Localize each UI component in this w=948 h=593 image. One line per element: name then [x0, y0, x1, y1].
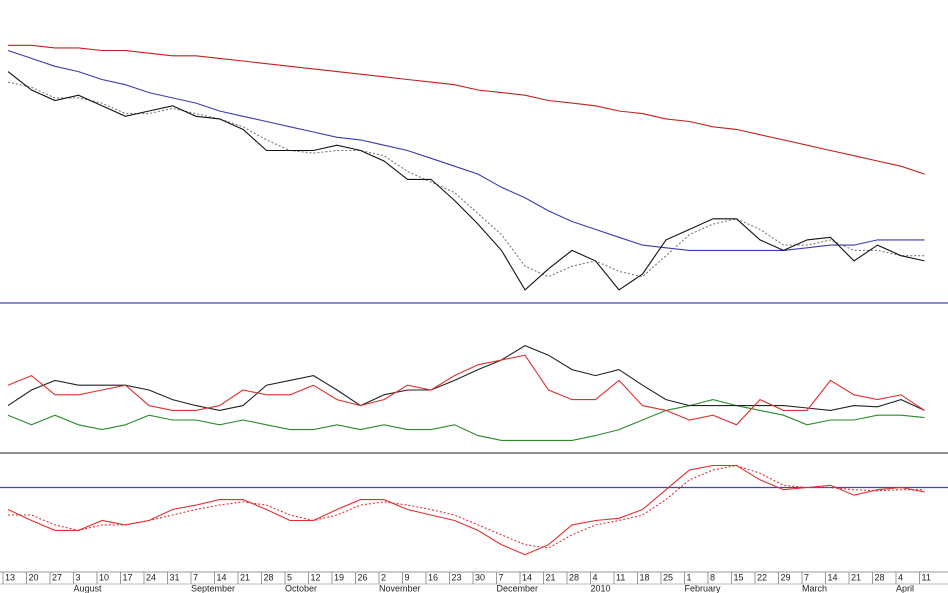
x-tick-label: 24 [146, 572, 156, 582]
x-tick-label: 17 [123, 572, 133, 582]
x-tick-label: 22 [757, 572, 767, 582]
x-tick-label: 21 [851, 572, 861, 582]
month-label: 2010 [591, 583, 611, 593]
month-label: April [896, 583, 914, 593]
month-label: November [379, 583, 421, 593]
x-tick-label: 12 [311, 572, 321, 582]
x-tick-label: 23 [452, 572, 462, 582]
series-line [7, 399, 925, 441]
x-tick-label: 11 [922, 572, 931, 582]
series-line [7, 464, 925, 556]
x-tick-label: 3 [76, 572, 81, 582]
x-tick-label: 18 [640, 572, 650, 582]
x-tick-label: 25 [663, 572, 673, 582]
month-label: September [191, 583, 235, 593]
month-label: August [74, 583, 103, 593]
x-tick-label: 1 [687, 572, 692, 582]
month-label: March [802, 583, 827, 593]
x-tick-label: 2 [381, 572, 386, 582]
x-tick-label: 27 [52, 572, 62, 582]
x-tick-label: 7 [193, 572, 198, 582]
x-tick-label: 9 [405, 572, 410, 582]
x-tick-label: 11 [616, 572, 625, 582]
x-tick-label: 8 [710, 572, 715, 582]
x-tick-label: 31 [170, 572, 180, 582]
series-line [7, 354, 925, 426]
series-line [7, 71, 925, 291]
series-line [7, 344, 925, 411]
x-tick-label: 19 [334, 572, 344, 582]
x-tick-label: 5 [287, 572, 292, 582]
month-label: December [497, 583, 539, 593]
x-tick-label: 21 [546, 572, 556, 582]
x-tick-label: 28 [875, 572, 885, 582]
x-tick-label: 30 [475, 572, 485, 582]
x-tick-label: 7 [499, 572, 504, 582]
x-tick-label: 4 [898, 572, 903, 582]
series-line [8, 464, 925, 549]
x-tick-label: 10 [99, 572, 109, 582]
month-label: February [685, 583, 722, 593]
x-tick-label: 28 [264, 572, 274, 582]
x-tick-label: 16 [428, 572, 438, 582]
x-tick-label: 21 [240, 572, 250, 582]
x-tick-label: 7 [804, 572, 809, 582]
x-tick-label: 20 [29, 572, 39, 582]
x-tick-label: 14 [217, 572, 227, 582]
month-label: October [285, 583, 317, 593]
x-tick-label: 14 [828, 572, 838, 582]
x-tick-label: 29 [781, 572, 791, 582]
x-tick-label: 13 [5, 572, 15, 582]
series-line [7, 49, 925, 251]
x-tick-label: 14 [522, 572, 532, 582]
x-tick-label: 28 [569, 572, 579, 582]
series-line [8, 44, 925, 175]
x-tick-label: 26 [358, 572, 368, 582]
x-tick-label: 4 [593, 572, 598, 582]
x-tick-label: 15 [734, 572, 744, 582]
